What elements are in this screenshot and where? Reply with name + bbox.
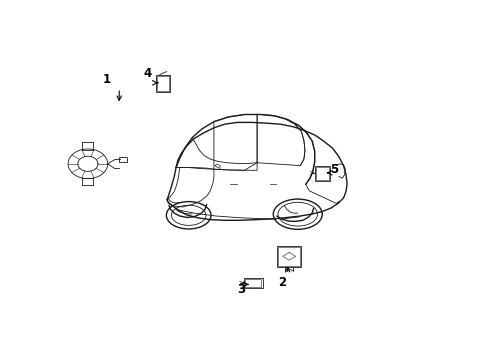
- Text: 2: 2: [278, 276, 286, 289]
- Bar: [315, 167, 328, 180]
- Text: 1: 1: [102, 73, 111, 86]
- Bar: [156, 75, 170, 92]
- Text: 4: 4: [143, 67, 152, 80]
- Bar: [278, 247, 299, 266]
- Bar: [314, 166, 329, 181]
- Bar: [157, 76, 168, 91]
- Text: 3: 3: [236, 283, 244, 296]
- Bar: [244, 279, 261, 287]
- Text: 5: 5: [330, 163, 338, 176]
- Bar: [119, 157, 127, 162]
- Bar: [244, 278, 262, 288]
- Bar: [276, 246, 301, 267]
